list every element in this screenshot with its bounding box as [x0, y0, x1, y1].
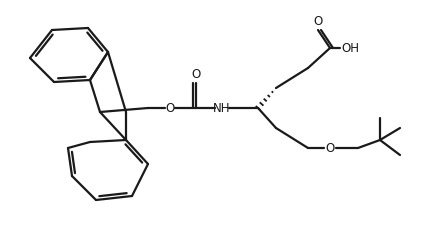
Text: O: O	[325, 141, 334, 154]
Text: OH: OH	[340, 42, 358, 55]
Text: O: O	[165, 102, 174, 115]
Text: O: O	[312, 14, 322, 27]
Text: O: O	[191, 67, 200, 80]
Text: NH: NH	[213, 102, 230, 115]
